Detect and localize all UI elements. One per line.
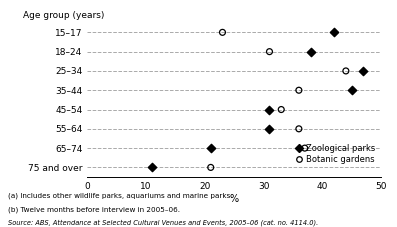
Botanic gardens xyxy=(343,69,349,73)
Botanic gardens xyxy=(219,30,225,34)
Botanic gardens xyxy=(208,166,214,169)
Legend: Zoological parks, Botanic gardens: Zoological parks, Botanic gardens xyxy=(294,142,377,165)
Botanic gardens xyxy=(266,50,273,53)
Zoological parks xyxy=(266,108,273,111)
Text: (b) Twelve months before interview in 2005–06.: (b) Twelve months before interview in 20… xyxy=(8,206,180,213)
Zoological parks xyxy=(349,88,355,92)
Zoological parks xyxy=(208,146,214,150)
Zoological parks xyxy=(307,50,314,53)
Zoological parks xyxy=(331,30,337,34)
Text: Age group (years): Age group (years) xyxy=(23,11,104,20)
Zoological parks xyxy=(266,127,273,131)
Zoological parks xyxy=(149,166,155,169)
Botanic gardens xyxy=(296,127,302,131)
Botanic gardens xyxy=(296,88,302,92)
X-axis label: %: % xyxy=(230,194,239,204)
Botanic gardens xyxy=(278,108,284,111)
Text: Source: ABS, Attendance at Selected Cultural Venues and Events, 2005–06 (cat. no: Source: ABS, Attendance at Selected Cult… xyxy=(8,220,318,226)
Text: (a) Includes other wildlife parks, aquariums and marine parks.: (a) Includes other wildlife parks, aquar… xyxy=(8,192,233,199)
Botanic gardens xyxy=(302,146,308,150)
Zoological parks xyxy=(360,69,367,73)
